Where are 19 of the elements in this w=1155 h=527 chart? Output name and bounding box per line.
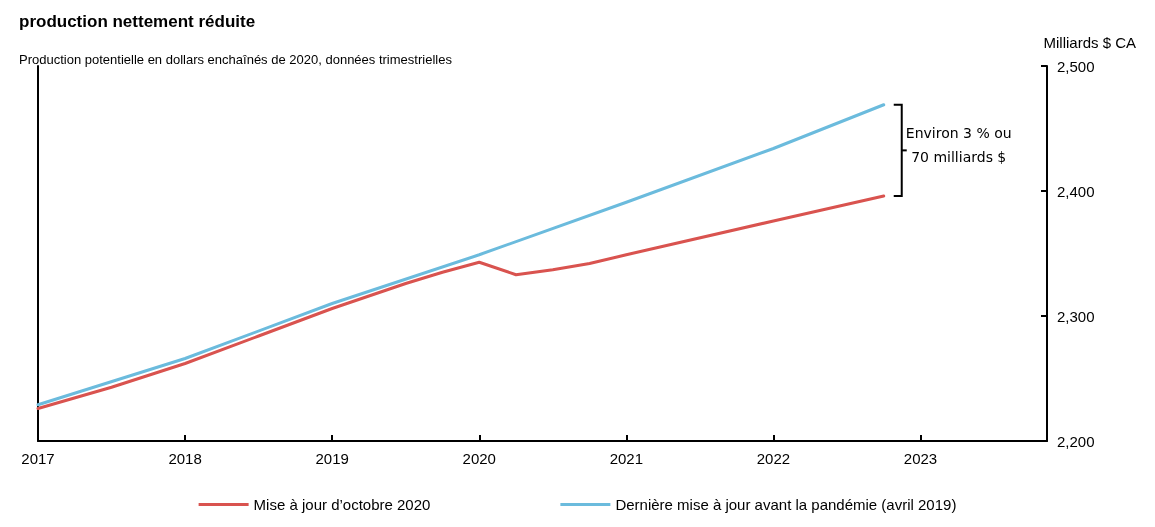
line-series [36, 103, 886, 407]
chart-subtitle: Production potentielle en dollars enchaînés de 2020, données trimestrielles [19, 52, 453, 67]
chart-title: production nettement réduite [19, 12, 256, 31]
x-tick-label: 2018 [168, 450, 202, 467]
legend-label: Mise à jour d’octobre 2020 [253, 496, 431, 513]
y-axis-title: Milliards $ CA [1043, 34, 1137, 51]
y-tick-label: 2,200 [1057, 432, 1095, 450]
x-tick-label: 2021 [609, 450, 644, 467]
x-tick-label: 2017 [21, 450, 55, 467]
y-tick-label: 2,300 [1057, 307, 1095, 325]
x-tick-label: 2020 [462, 450, 496, 467]
y-tick-label: 2,500 [1057, 57, 1095, 75]
x-tick-label: 2023 [903, 450, 938, 467]
line-series [36, 194, 886, 410]
annotation: Environ 3 % ou 70 milliards $ [905, 125, 1012, 166]
x-tick-label: 2022 [756, 450, 791, 467]
y-tick-label: 2,400 [1057, 182, 1095, 200]
legend-label: Dernière mise à jour avant la pandémie (avril 2019) [615, 496, 957, 513]
x-tick-label: 2019 [315, 450, 349, 467]
